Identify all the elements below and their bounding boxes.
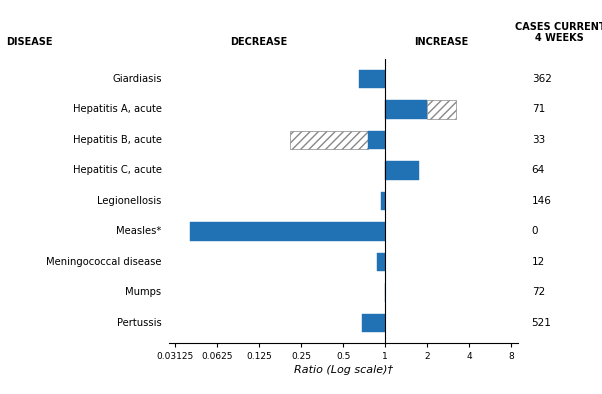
- X-axis label: Ratio (Log scale)†: Ratio (Log scale)†: [294, 365, 393, 375]
- Bar: [381, 192, 385, 210]
- Text: 12: 12: [532, 257, 545, 267]
- Text: 146: 146: [532, 196, 551, 206]
- Text: Pertussis: Pertussis: [117, 318, 161, 328]
- Bar: [291, 131, 368, 149]
- Text: Hepatitis C, acute: Hepatitis C, acute: [73, 165, 161, 175]
- Bar: [377, 253, 385, 271]
- Text: Legionellosis: Legionellosis: [97, 196, 161, 206]
- Text: Giardiasis: Giardiasis: [112, 74, 161, 84]
- Text: CASES CURRENT
4 WEEKS: CASES CURRENT 4 WEEKS: [515, 22, 602, 43]
- Text: Hepatitis A, acute: Hepatitis A, acute: [73, 104, 161, 114]
- Text: DECREASE: DECREASE: [231, 37, 288, 47]
- Bar: [359, 70, 385, 88]
- Bar: [385, 161, 419, 180]
- Text: 0: 0: [532, 227, 538, 236]
- Text: Hepatitis B, acute: Hepatitis B, acute: [73, 135, 161, 145]
- Text: 362: 362: [532, 74, 551, 84]
- Text: Measles*: Measles*: [116, 227, 161, 236]
- Text: 64: 64: [532, 165, 545, 175]
- Bar: [362, 314, 385, 332]
- Text: 521: 521: [532, 318, 551, 328]
- Text: DISEASE: DISEASE: [6, 37, 52, 47]
- Text: 72: 72: [532, 288, 545, 297]
- Bar: [190, 222, 385, 241]
- Text: Meningococcal disease: Meningococcal disease: [46, 257, 161, 267]
- Bar: [385, 100, 427, 119]
- Text: Mumps: Mumps: [125, 288, 161, 297]
- Text: INCREASE: INCREASE: [414, 37, 468, 47]
- Text: 71: 71: [532, 104, 545, 114]
- Bar: [368, 131, 385, 149]
- Bar: [427, 100, 456, 119]
- Text: 33: 33: [532, 135, 545, 145]
